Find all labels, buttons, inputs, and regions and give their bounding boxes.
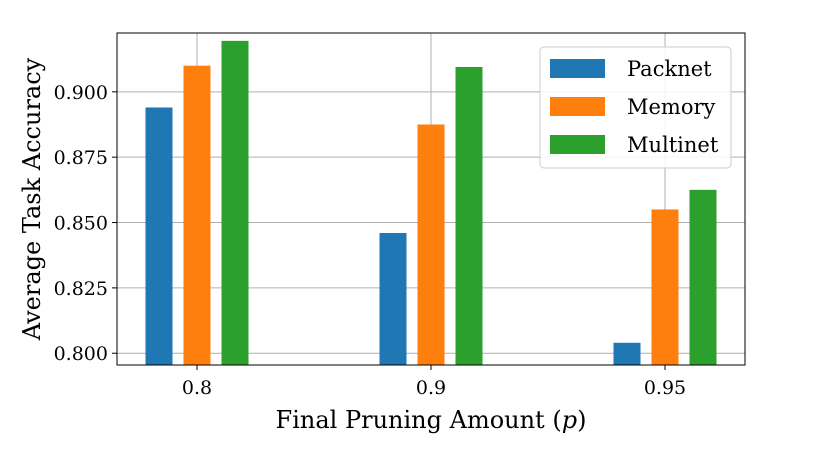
bar-memory-0.95 [651,209,679,365]
bar-multinet-0.9 [455,66,483,365]
bar-packnet-0.8 [145,107,173,365]
x-axis-ticks: 0.8 0.9 0.95 [182,365,686,399]
x-tick-label: 0.8 [182,377,212,399]
legend-label-memory: Memory [627,95,716,119]
y-tick-label: 0.800 [54,343,108,365]
legend-label-multinet: Multinet [627,133,719,157]
legend: Packnet Memory Multinet [539,46,732,169]
x-tick-label: 0.9 [416,377,446,399]
y-axis-ticks: 0.800 0.825 0.850 0.875 0.900 [54,82,117,365]
y-tick-label: 0.900 [54,82,108,104]
y-tick-label: 0.850 [54,213,108,235]
bar-packnet-0.95 [613,342,641,365]
legend-swatch-packnet [550,59,605,78]
bars [145,40,717,366]
x-tick-label: 0.95 [644,377,686,399]
bar-multinet-0.95 [689,189,717,365]
y-tick-label: 0.825 [54,278,108,300]
legend-label-packnet: Packnet [627,57,712,81]
bar-memory-0.8 [183,65,211,366]
x-axis-label: Final Pruning Amount (p) [276,406,587,434]
bar-multinet-0.8 [221,40,249,365]
legend-swatch-multinet [550,135,605,154]
legend-swatch-memory [550,97,605,116]
bar-memory-0.9 [417,124,445,365]
y-tick-label: 0.875 [54,147,108,169]
y-axis-label: Average Task Accuracy [18,57,46,341]
bar-packnet-0.9 [379,232,407,365]
